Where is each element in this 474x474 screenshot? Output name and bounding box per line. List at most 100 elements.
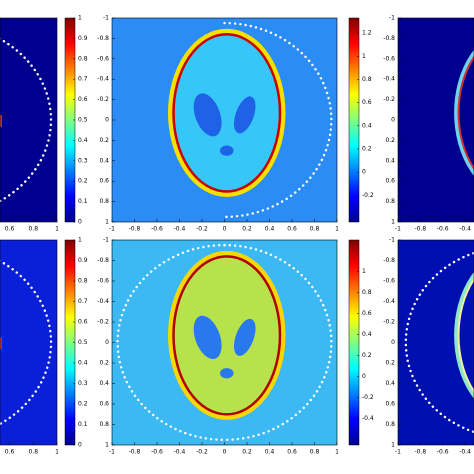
colorbar-tick-label: 0.2 — [78, 178, 88, 185]
source-arc — [223, 21, 333, 219]
heatmap-image — [398, 240, 474, 445]
colorbar-tick-label: 0.9 — [78, 35, 88, 42]
colorbar-tick-label: 0.2 — [362, 145, 372, 152]
y-tick-label: -0.4 — [383, 76, 395, 83]
y-tick-label: 0.2 — [99, 360, 109, 367]
phantom-ring-inner — [457, 277, 474, 394]
y-tick-label: -0.4 — [97, 76, 109, 83]
y-tick-label: 0 — [105, 339, 109, 346]
colorbar-tick-label: 0.4 — [362, 122, 372, 129]
x-tick-label: 0.8 — [310, 449, 320, 456]
colorbar-tick-label: 1 — [78, 237, 82, 244]
y-tick-label: -0.8 — [97, 257, 109, 264]
colorbar-tick-label: 0.3 — [78, 157, 88, 164]
phantom-blob — [233, 318, 256, 356]
y-tick-label: 0.8 — [99, 421, 109, 428]
y-tick-label: 0.8 — [99, 198, 109, 205]
y-tick-label: -0.4 — [97, 298, 109, 305]
phantom-interior — [170, 31, 283, 195]
colorbar-tick-label: 0.3 — [78, 380, 88, 387]
y-tick-label: -0.8 — [97, 35, 109, 42]
colorbar-tick-label: 0.1 — [78, 198, 88, 205]
phantom-blob — [193, 315, 222, 359]
y-tick-label: 0.2 — [385, 360, 395, 367]
y-tick-label: 0.6 — [385, 178, 395, 185]
colorbar-tick-label: 0 — [78, 442, 82, 449]
phantom-ring — [454, 271, 474, 399]
artifact — [0, 337, 2, 350]
x-tick-label: -0.8 — [129, 449, 141, 456]
y-tick-label: 0.4 — [99, 380, 109, 387]
y-tick-label: 0.4 — [385, 380, 395, 387]
colorbar-tick-label: 0.7 — [78, 298, 88, 305]
colorbar-tick-label: -0.4 — [362, 415, 374, 422]
colorbar-tick-label: 0.9 — [78, 257, 88, 264]
colorbar-tick-label: 0.8 — [362, 289, 372, 296]
image-background — [0, 240, 57, 445]
colorbar-tick-label: 0.5 — [78, 339, 88, 346]
x-tick-label: -0.4 — [459, 226, 471, 233]
y-tick-label: -0.6 — [383, 278, 395, 285]
colorbar-tick-label: 0 — [78, 219, 82, 226]
colorbar-tick-label: 0.8 — [78, 55, 88, 62]
colorbar-tick-label: 0.6 — [362, 310, 372, 317]
phantom-interior — [170, 253, 283, 418]
phantom-blob — [234, 96, 256, 134]
phantom-blob — [220, 368, 234, 379]
heatmap-image — [0, 18, 57, 222]
colorbar-tick-label: 0.7 — [78, 76, 88, 83]
x-tick-label: -0.4 — [174, 449, 186, 456]
x-tick-label: 0.8 — [28, 226, 38, 233]
y-tick-label: 0 — [391, 117, 395, 124]
y-tick-label: 0.2 — [385, 137, 395, 144]
y-tick-label: -1 — [103, 15, 109, 22]
colorbar-tick-label: 0.6 — [78, 319, 88, 326]
x-tick-label: -0.8 — [414, 226, 426, 233]
x-tick-label: 0 — [223, 226, 227, 233]
image-background — [0, 18, 57, 222]
x-tick-label: 0.2 — [242, 226, 252, 233]
source-arc — [0, 37, 53, 203]
phantom-ring-inner — [172, 33, 282, 193]
phantom-ring-inner — [457, 55, 474, 171]
x-tick-label: 1 — [335, 449, 339, 456]
colorbar — [348, 17, 360, 223]
colorbar-tick-label: 0 — [362, 169, 366, 176]
heatmap-image — [398, 18, 474, 222]
y-tick-label: -1 — [103, 237, 109, 244]
x-tick-label: 0.6 — [287, 226, 297, 233]
colorbar-tick-label: 0.2 — [362, 352, 372, 359]
x-tick-label: 1 — [335, 226, 339, 233]
y-tick-label: 0.6 — [99, 178, 109, 185]
source-arc — [0, 259, 53, 426]
y-tick-label: -0.2 — [383, 319, 395, 326]
y-tick-label: 0.4 — [385, 157, 395, 164]
y-tick-label: 0.8 — [385, 198, 395, 205]
colorbar-tick-label: 0.5 — [78, 117, 88, 124]
y-tick-label: -0.2 — [97, 96, 109, 103]
x-tick-label: -0.8 — [414, 449, 426, 456]
phantom-ring-inner — [172, 255, 282, 416]
colorbar-tick-label: 1.2 — [362, 30, 372, 37]
x-tick-label: -0.4 — [174, 226, 186, 233]
colorbar-tick-label: 0.6 — [78, 96, 88, 103]
y-tick-label: 0.6 — [99, 401, 109, 408]
source-arc — [116, 243, 226, 442]
y-tick-label: -0.6 — [383, 55, 395, 62]
y-tick-label: 0.4 — [99, 157, 109, 164]
x-tick-label: 1 — [55, 449, 59, 456]
x-tick-label: -0.6 — [437, 226, 449, 233]
phantom-ring — [454, 49, 474, 176]
y-tick-label: 0 — [391, 339, 395, 346]
colorbar-tick-label: 0.8 — [78, 278, 88, 285]
x-tick-label: -0.2 — [196, 226, 208, 233]
colorbar-tick-label: 0.1 — [78, 421, 88, 428]
heatmap-image — [112, 18, 337, 222]
x-tick-label: -1 — [109, 226, 115, 233]
heatmap-image — [0, 240, 57, 445]
colorbar-tick-label: 0.4 — [78, 137, 88, 144]
source-arc — [404, 251, 474, 434]
y-tick-label: -0.2 — [383, 96, 395, 103]
